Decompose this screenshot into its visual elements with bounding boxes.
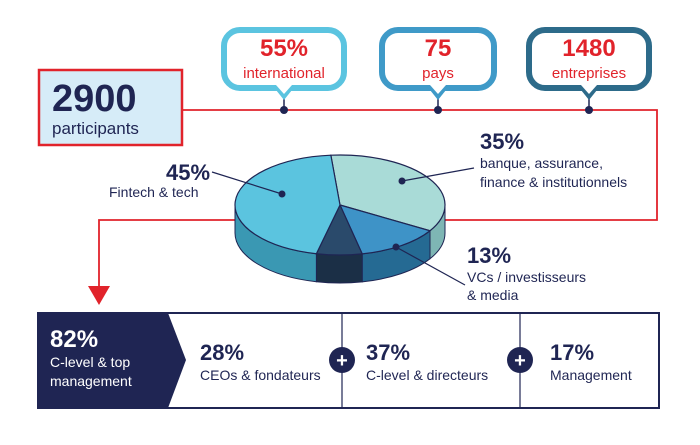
connector-line-top xyxy=(98,109,658,286)
slice-fintech xyxy=(234,154,341,255)
slice-label-vcs-name-1: VCs / investisseurs xyxy=(467,269,586,285)
participants-label: participants xyxy=(52,119,139,138)
management-item-management-value: 17% xyxy=(550,340,594,365)
bubble-international-value: 55% xyxy=(260,35,308,62)
slice-label-banque-pct: 35% xyxy=(480,129,524,154)
management-lead-label-1: C-level & top xyxy=(50,354,130,370)
svg-text:+: + xyxy=(514,350,526,372)
management-lead-value: 82% xyxy=(50,326,98,353)
slice-label-banque-name-2: finance & institutionnels xyxy=(480,174,627,190)
leader-dot-vcs xyxy=(392,243,400,251)
leader-line-vcs xyxy=(395,246,466,286)
management-lead-panel xyxy=(38,313,186,408)
bubble-international-label: international xyxy=(243,65,325,82)
bubble-international: 55% international xyxy=(221,27,347,100)
management-item-management-label: Management xyxy=(550,367,632,383)
connector-arrowhead xyxy=(88,286,110,305)
pie-chart xyxy=(234,154,446,284)
bubble-dot-pays xyxy=(434,106,442,114)
bubble-dot-entreprises xyxy=(585,106,593,114)
leader-dot-fintech xyxy=(278,190,286,198)
bubble-entreprises-value: 1480 xyxy=(562,35,615,62)
management-band: 82% C-level & top management 28% CEOs & … xyxy=(37,312,660,409)
management-lead-label-2: management xyxy=(50,373,132,389)
slice-other-side xyxy=(315,253,363,284)
slice-vcs xyxy=(338,204,432,255)
bubble-entreprises-label: entreprises xyxy=(552,65,626,82)
bubble-pays: 75 pays xyxy=(379,27,497,100)
leader-dot-banque xyxy=(398,177,406,185)
bubble-pays-value: 75 xyxy=(425,35,452,62)
participants-box: 2900 participants xyxy=(37,68,184,147)
slice-label-fintech-name: Fintech & tech xyxy=(109,184,199,200)
bubble-pays-label: pays xyxy=(422,65,454,82)
svg-text:+: + xyxy=(336,350,348,372)
management-item-ceos-value: 28% xyxy=(200,340,244,365)
bubble-dot-international xyxy=(280,106,288,114)
leader-line-banque xyxy=(401,167,475,182)
slice-label-vcs-pct: 13% xyxy=(467,243,511,268)
management-item-ceos-label: CEOs & fondateurs xyxy=(200,367,321,383)
management-item-clevel-label: C-level & directeurs xyxy=(366,367,488,383)
plus-icon: + xyxy=(329,347,355,373)
plus-icon: + xyxy=(507,347,533,373)
slice-label-fintech-pct: 45% xyxy=(166,160,210,185)
participants-value: 2900 xyxy=(52,78,137,120)
bubble-entreprises: 1480 entreprises xyxy=(526,27,652,100)
leader-line-fintech xyxy=(211,171,283,195)
slice-label-vcs-name-2: & media xyxy=(467,287,519,303)
slice-banque xyxy=(330,154,446,232)
management-item-clevel-value: 37% xyxy=(366,340,410,365)
slice-label-banque-name-1: banque, assurance, xyxy=(480,155,603,171)
